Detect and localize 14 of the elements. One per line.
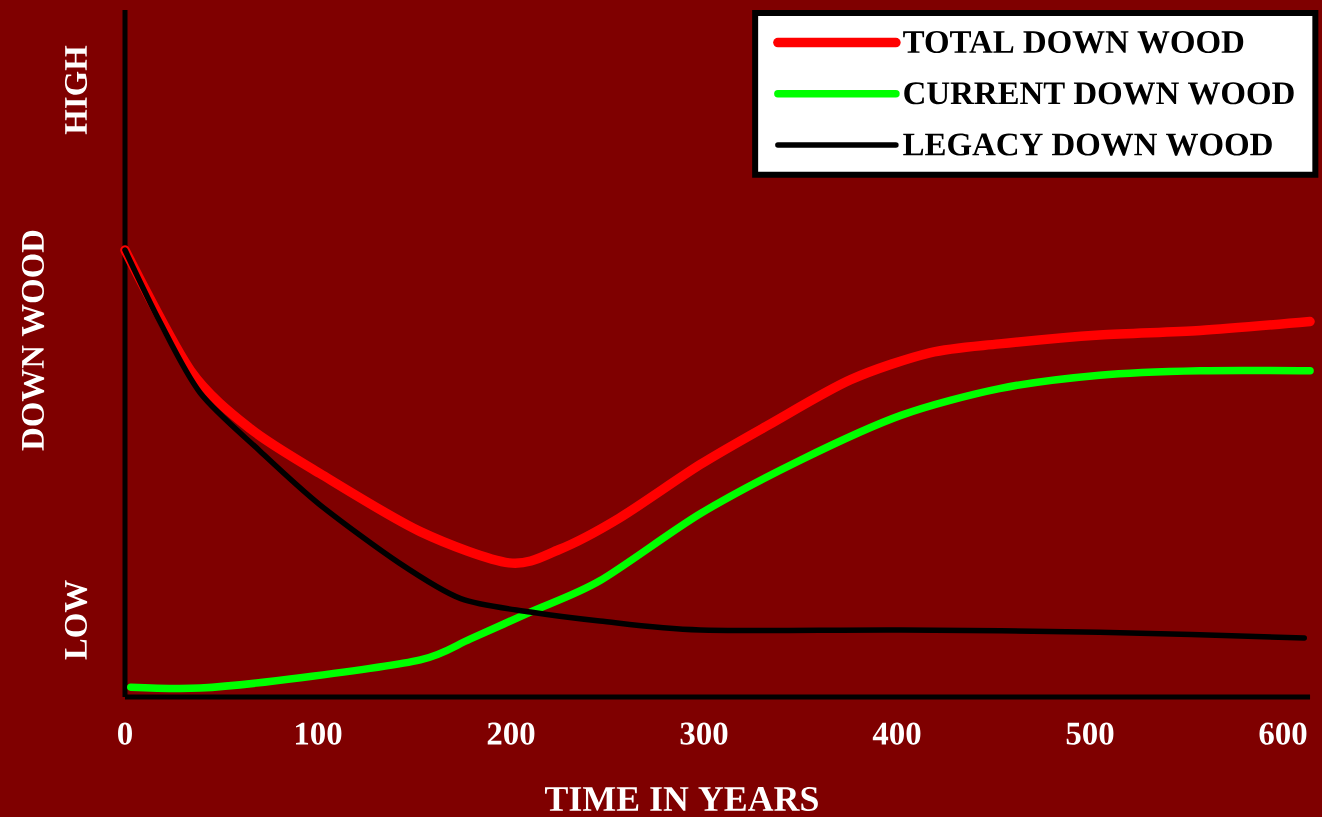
x-tick-label: 0 — [118, 722, 132, 745]
x-axis-title: TIME IN YEARS — [545, 786, 818, 812]
y-axis-title: DOWN WOOD — [21, 230, 45, 451]
x-tick-label: 600 — [1259, 722, 1307, 745]
x-tick-label: 100 — [295, 722, 342, 745]
legend-label: TOTAL DOWN WOOD — [903, 30, 1244, 54]
x-tick-label: 400 — [872, 722, 921, 745]
x-tick-label: 300 — [680, 722, 728, 745]
x-tick-label: 200 — [487, 722, 535, 745]
text: LOW — [64, 580, 88, 660]
legend-label: LEGACY DOWN WOOD — [903, 133, 1272, 156]
text: HIGH — [64, 45, 88, 135]
legend-label: CURRENT DOWN WOOD — [904, 82, 1294, 105]
x-tick-label: 500 — [1066, 722, 1114, 745]
